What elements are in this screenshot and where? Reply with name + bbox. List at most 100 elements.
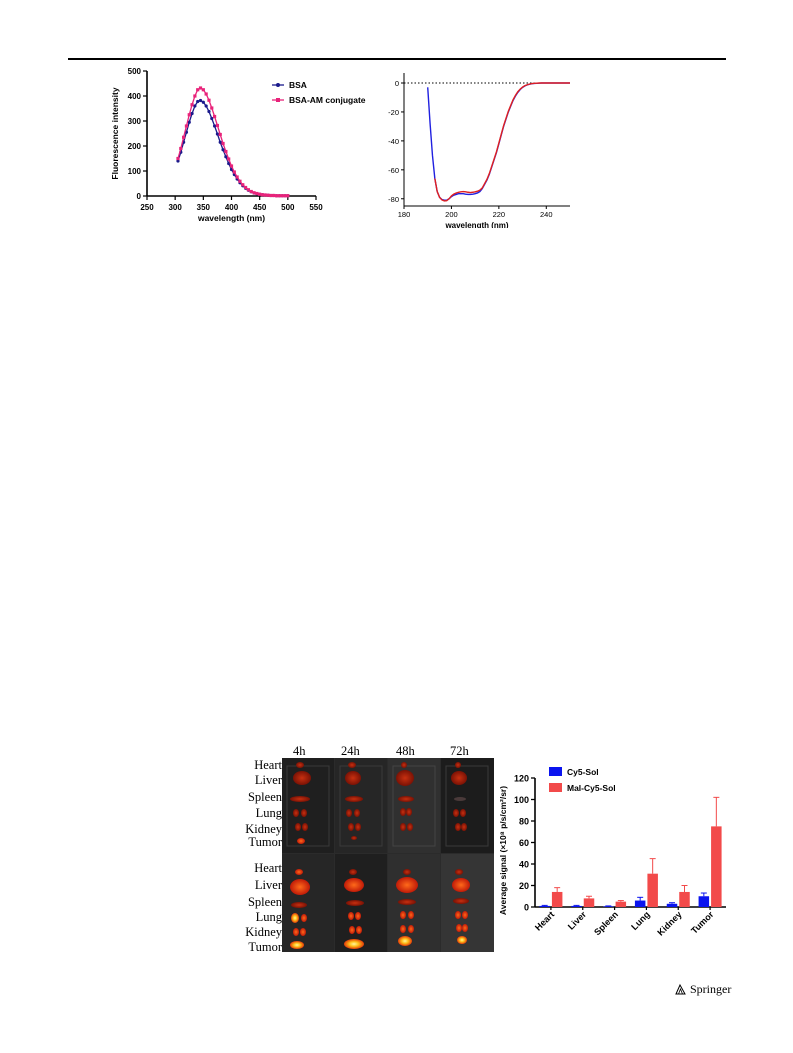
data-point xyxy=(241,183,245,187)
y-tick-label: 100 xyxy=(514,795,529,805)
legend-label: BSA xyxy=(289,80,307,90)
data-point xyxy=(269,193,273,198)
data-point xyxy=(224,155,228,159)
x-tick-label: Heart xyxy=(533,909,556,932)
y-tick-label: 300 xyxy=(128,117,142,126)
legend-marker xyxy=(276,98,280,102)
data-point xyxy=(280,194,284,198)
springer-logo-icon xyxy=(675,983,686,995)
data-point xyxy=(255,191,259,196)
data-point xyxy=(252,191,256,195)
y-tick-label: 0 xyxy=(524,903,529,913)
publisher-name: Springer xyxy=(690,982,732,996)
data-point xyxy=(196,88,200,92)
data-point xyxy=(198,98,203,103)
data-point xyxy=(176,159,180,163)
x-tick-label: 350 xyxy=(197,203,211,212)
fluorescence-chart-svg: 250 300 350 400 450 500 550 0 100 200 300 400 500 wav… xyxy=(110,67,366,223)
legend-swatch xyxy=(549,767,562,776)
x-tick-label: 180 xyxy=(398,210,411,219)
x-axis-label: wavelength (nm) xyxy=(444,221,508,228)
data-point xyxy=(286,194,290,198)
y-tick-label: 500 xyxy=(128,67,142,76)
data-point xyxy=(193,94,197,98)
y-tick-label: -20 xyxy=(388,108,399,117)
data-point xyxy=(213,114,217,119)
y-tick-label: 80 xyxy=(519,817,529,827)
data-point xyxy=(221,148,225,152)
data-point xyxy=(196,99,200,104)
data-point xyxy=(263,193,267,197)
legend-marker xyxy=(276,83,280,87)
y-tick-label: 120 xyxy=(514,774,529,784)
x-tick-label: 220 xyxy=(493,210,506,219)
ex-vivo-fluorescence-image xyxy=(282,758,494,952)
average-signal-bar-chart-svg: 0 20 40 60 80 100 120 Average signal (×10⁸ p/s/… xyxy=(498,767,726,938)
organ-label: Heart xyxy=(254,861,282,875)
x-tick-label: 500 xyxy=(281,203,295,212)
data-point xyxy=(272,193,276,198)
x-tick-label: 250 xyxy=(140,203,154,212)
y-tick-label: 0 xyxy=(137,192,142,201)
organ-label: Tumor xyxy=(248,940,282,954)
y-tick-label: -40 xyxy=(388,137,399,146)
data-point xyxy=(204,92,208,96)
average-signal-bar-chart: 0 20 40 60 80 100 120 Average signal (×10⁸ p/s/… xyxy=(494,750,734,942)
data-point xyxy=(179,146,183,151)
cd-spectra-chart-svg: 180 200 220 240 0 -20 -40 -60 -80 wavelength (nm)… xyxy=(388,70,672,230)
data-point xyxy=(221,141,225,146)
data-point xyxy=(193,104,197,108)
x-tick-label: Tumor xyxy=(689,909,716,936)
data-point xyxy=(213,124,217,128)
y-axis-label: Fluorescence intensity xyxy=(110,87,120,179)
data-point xyxy=(258,192,262,196)
bar xyxy=(615,901,627,907)
organ-labels: Heart Liver Spleen Lung Kidney Tumor Hea… xyxy=(218,745,282,955)
y-tick-label: 100 xyxy=(128,167,142,176)
data-point xyxy=(266,193,270,197)
bar xyxy=(647,873,658,907)
data-point xyxy=(182,135,186,139)
data-point xyxy=(187,113,191,117)
data-point xyxy=(218,132,222,137)
y-tick-label: 40 xyxy=(519,860,529,870)
bar xyxy=(603,906,614,907)
organ-group-bottom xyxy=(290,869,470,949)
data-point xyxy=(229,164,234,168)
data-point xyxy=(227,157,231,161)
organ-label: Tumor xyxy=(248,835,282,849)
y-tick-label: 60 xyxy=(519,838,529,848)
y-tick-label: 200 xyxy=(128,142,142,151)
y-tick-label: 0 xyxy=(395,79,399,88)
bar xyxy=(539,905,550,907)
cd-spectra-chart: 180 200 220 240 0 -20 -40 -60 -80 wavelength (nm)… xyxy=(360,66,672,230)
data-point xyxy=(215,123,220,128)
x-tick-label: Kidney xyxy=(655,909,683,937)
data-point xyxy=(249,189,253,194)
bar xyxy=(666,903,678,907)
bar xyxy=(698,896,710,907)
data-point xyxy=(246,188,250,192)
organ-label: Kidney xyxy=(245,925,282,939)
data-point xyxy=(201,88,205,92)
x-tick-label: 400 xyxy=(225,203,239,212)
data-point xyxy=(243,185,248,190)
fluorescence-chart: 250 300 350 400 450 500 550 0 100 200 300 400 500 wav… xyxy=(108,66,393,226)
data-point xyxy=(260,193,265,197)
series-line xyxy=(177,87,288,197)
organ-group-top xyxy=(290,762,467,844)
organ-label: Spleen xyxy=(247,895,282,909)
data-point xyxy=(224,149,228,154)
x-tick-label: 550 xyxy=(309,203,323,212)
bar xyxy=(679,891,690,907)
x-tick-label: Liver xyxy=(566,909,589,932)
timepoint-label: 4h xyxy=(293,744,306,758)
timepoint-label: 48h xyxy=(396,744,415,758)
organ-label: Kidney xyxy=(245,822,282,836)
x-tick-label: 240 xyxy=(540,210,553,219)
bar xyxy=(634,900,646,907)
timepoint-label: 72h xyxy=(450,744,469,758)
data-point xyxy=(176,156,180,161)
organ-label: Lung xyxy=(255,806,282,820)
data-point xyxy=(207,98,211,102)
